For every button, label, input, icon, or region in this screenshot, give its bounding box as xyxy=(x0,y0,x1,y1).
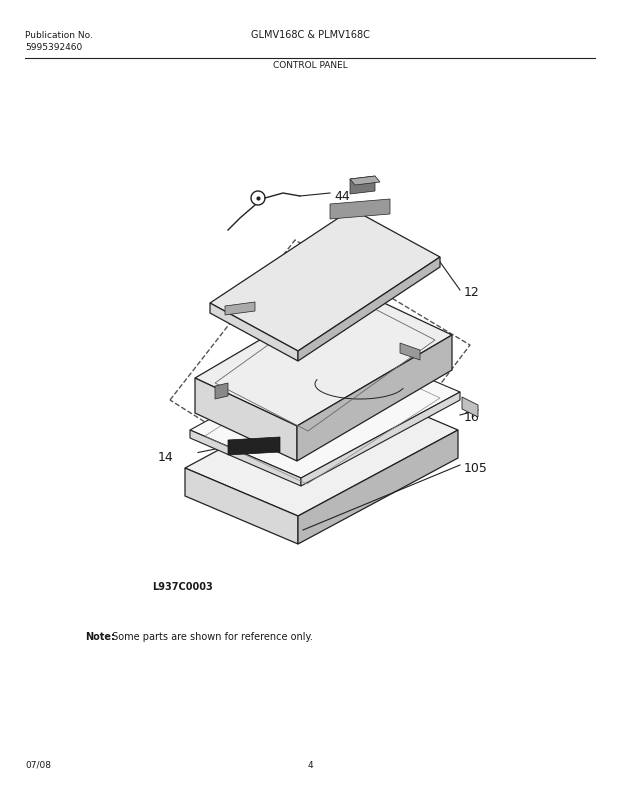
Text: 44: 44 xyxy=(334,189,350,203)
Polygon shape xyxy=(185,382,458,516)
Text: eReplacementParts.com: eReplacementParts.com xyxy=(242,425,378,435)
Text: 105: 105 xyxy=(464,462,488,474)
Text: L937C0003: L937C0003 xyxy=(152,582,213,592)
Polygon shape xyxy=(228,437,280,455)
Text: 12: 12 xyxy=(464,286,480,298)
Text: 14: 14 xyxy=(158,451,174,464)
Polygon shape xyxy=(298,257,440,361)
Text: 16: 16 xyxy=(464,410,480,424)
Polygon shape xyxy=(210,303,298,361)
Polygon shape xyxy=(190,430,301,486)
Polygon shape xyxy=(400,343,420,360)
Polygon shape xyxy=(215,383,228,399)
Polygon shape xyxy=(462,397,478,417)
Text: 5995392460: 5995392460 xyxy=(25,43,82,52)
Text: Note:: Note: xyxy=(85,632,115,642)
Text: CONTROL PANEL: CONTROL PANEL xyxy=(273,61,347,70)
Polygon shape xyxy=(297,335,452,461)
Polygon shape xyxy=(210,209,440,351)
Text: Some parts are shown for reference only.: Some parts are shown for reference only. xyxy=(109,632,313,642)
Text: 07/08: 07/08 xyxy=(25,761,51,770)
Text: Publication No.: Publication No. xyxy=(25,31,93,40)
Polygon shape xyxy=(225,302,255,315)
Text: GLMV168C & PLMV168C: GLMV168C & PLMV168C xyxy=(250,30,370,40)
Polygon shape xyxy=(195,378,297,461)
Text: 4: 4 xyxy=(307,761,313,770)
Polygon shape xyxy=(185,468,298,544)
Polygon shape xyxy=(350,176,380,185)
Polygon shape xyxy=(301,392,460,486)
Polygon shape xyxy=(190,344,460,478)
Polygon shape xyxy=(298,430,458,544)
Polygon shape xyxy=(350,176,375,194)
Polygon shape xyxy=(195,287,452,426)
Polygon shape xyxy=(330,199,390,219)
